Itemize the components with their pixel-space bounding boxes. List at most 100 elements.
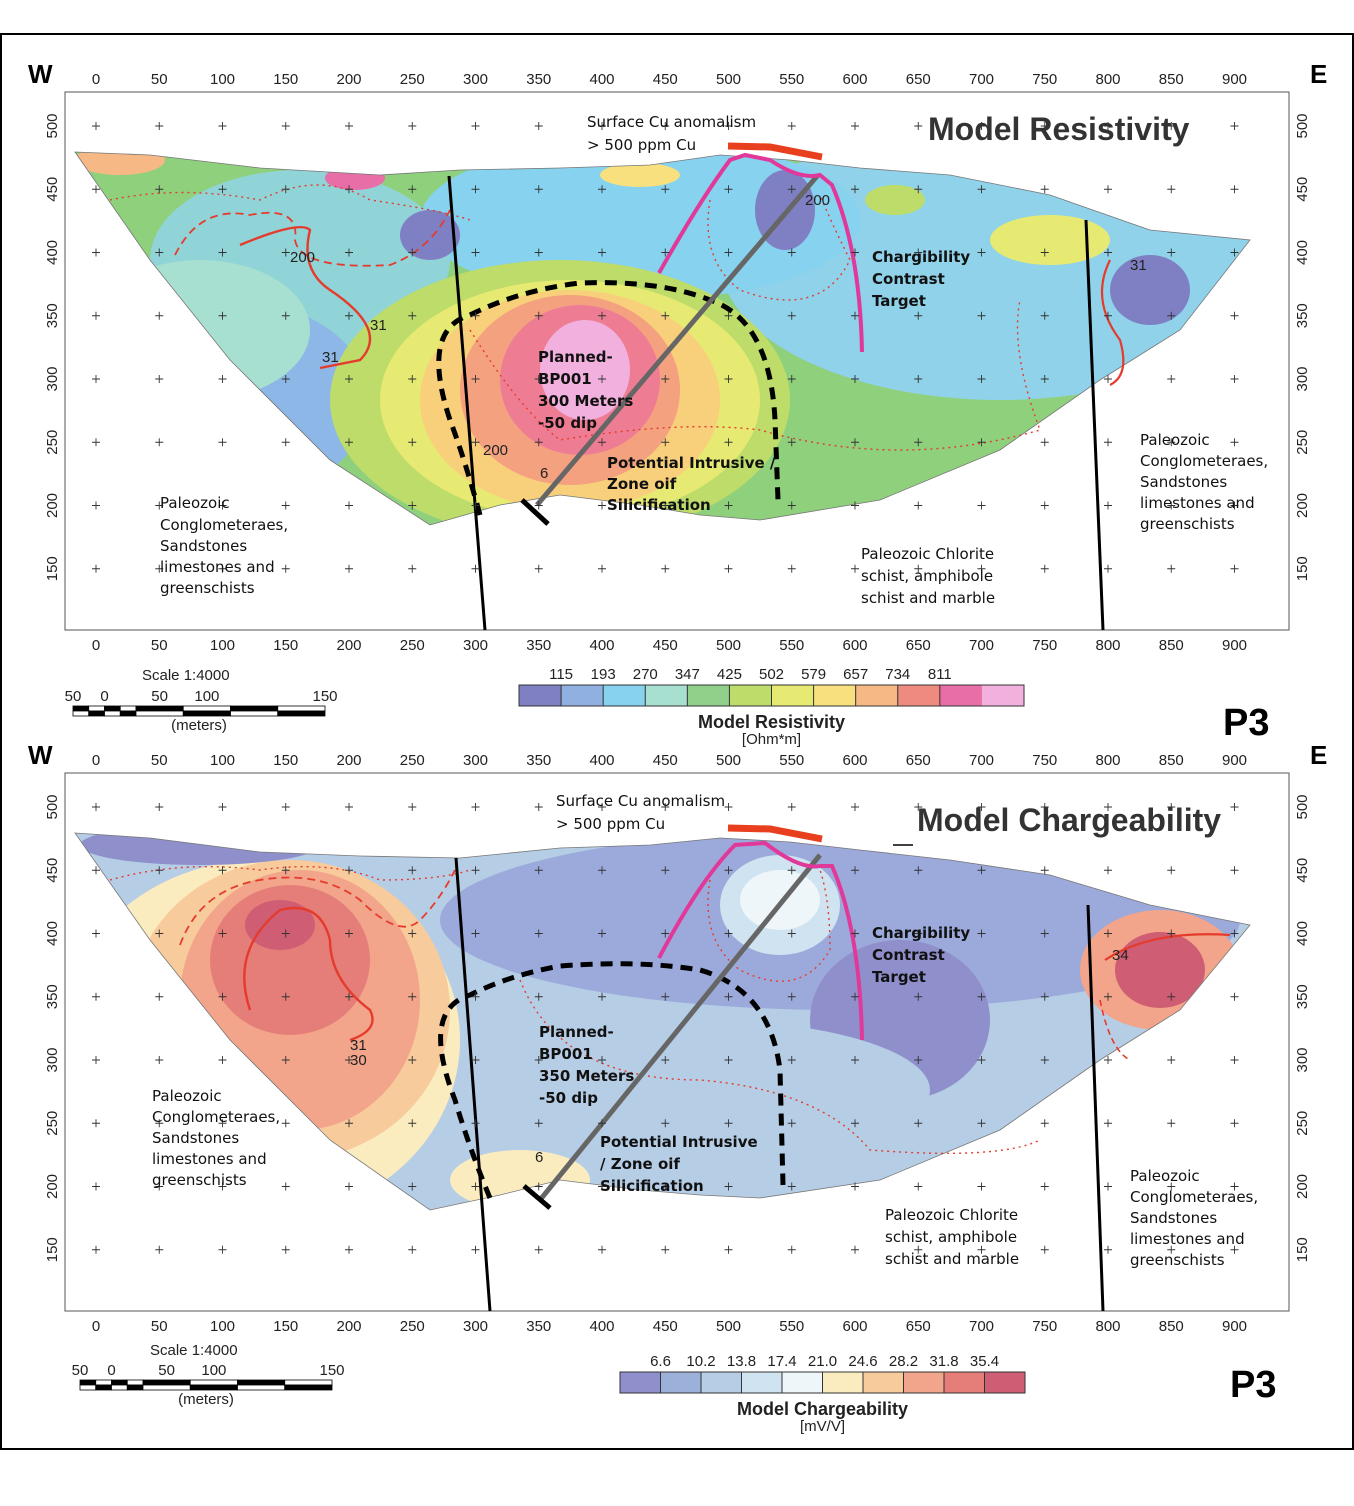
- east-geology-label: greenschists: [1140, 515, 1235, 533]
- west-geology-label: Paleozoic: [160, 494, 230, 512]
- grid-cross: [598, 311, 606, 320]
- grid-cross: [471, 1119, 480, 1128]
- grid-cross: [661, 311, 670, 320]
- grid-cross: [977, 803, 986, 811]
- grid-cross: [92, 311, 100, 320]
- grid-cross: [724, 185, 733, 194]
- grid-cross: [787, 866, 796, 875]
- x-tick-label: 700: [969, 71, 994, 88]
- scale-unit: (meters): [178, 1391, 234, 1408]
- scale-tick: 50: [158, 1362, 175, 1379]
- y-tick-label: 200: [1294, 1174, 1311, 1199]
- grid-cross: [92, 122, 100, 130]
- x-tick-label: 400: [589, 637, 614, 654]
- surface-anomaly-label: Surface Cu anomalism: [556, 792, 725, 810]
- colorbar-swatch: [897, 685, 941, 706]
- surface-anomaly-label: > 500 ppm Cu: [556, 815, 665, 833]
- x-tick-label: 100: [210, 1318, 235, 1335]
- grid-cross: [1104, 564, 1112, 573]
- grid-cross: [724, 375, 733, 383]
- contour-label: 31: [350, 1037, 367, 1054]
- colorbar-tick: 6.6: [650, 1353, 671, 1370]
- grid-cross: [534, 248, 543, 257]
- scale-segment: [277, 705, 326, 712]
- x-tick-label: 350: [526, 752, 551, 769]
- x-tick-label: 600: [842, 752, 867, 769]
- panel-title: Model Chargeability: [917, 802, 1221, 838]
- colorbar-tick: 270: [633, 666, 658, 683]
- y-tick-label: 450: [44, 177, 61, 202]
- east-label: E: [1310, 59, 1327, 89]
- scale-segment: [72, 710, 90, 717]
- grid-cross: [92, 929, 100, 938]
- grid-cross: [787, 1056, 796, 1064]
- grid-cross: [851, 501, 859, 510]
- x-tick-label: 250: [400, 1318, 425, 1335]
- x-tick-label: 450: [653, 71, 678, 88]
- grid-cross: [155, 248, 164, 257]
- grid-cross: [724, 1119, 733, 1128]
- grid-cross: [787, 501, 796, 510]
- grid-cross: [598, 564, 606, 573]
- grid-cross: [661, 1056, 670, 1064]
- grid-cross: [218, 866, 227, 875]
- grid-cross: [345, 1119, 353, 1128]
- grid-cross: [598, 1119, 606, 1128]
- grid-cross: [598, 185, 606, 194]
- grid-cross: [787, 803, 796, 811]
- grid-cross: [598, 1182, 606, 1191]
- grid-cross: [1040, 929, 1049, 938]
- grid-cross: [851, 1056, 859, 1064]
- grid-cross: [914, 992, 923, 1001]
- grid-cross: [218, 1119, 227, 1128]
- grid-cross: [787, 311, 796, 320]
- target-label: Chargibility: [872, 248, 970, 266]
- grid-cross: [1230, 929, 1239, 938]
- grid-cross: [1104, 1056, 1112, 1064]
- scale-segment: [142, 1384, 191, 1391]
- scale-segment: [95, 1379, 112, 1386]
- x-tick-label: 50: [151, 71, 168, 88]
- grid-cross: [977, 1119, 986, 1128]
- grid-cross: [914, 1182, 923, 1191]
- grid-cross: [851, 438, 859, 447]
- grid-cross: [1230, 501, 1239, 510]
- intrusive-label: Potential Intrusive: [600, 1133, 758, 1151]
- x-tick-label: 450: [653, 752, 678, 769]
- y-tick-label: 300: [44, 366, 61, 391]
- colorbar-tick: 425: [717, 666, 742, 683]
- y-tick-label: 250: [1294, 1111, 1311, 1136]
- scale-tick: 0: [100, 688, 108, 705]
- grid-cross: [218, 1245, 227, 1254]
- colorbar-tick: 21.0: [808, 1353, 837, 1370]
- x-tick-label: 500: [716, 71, 741, 88]
- x-tick-label: 450: [653, 637, 678, 654]
- central-geology-label: Paleozoic Chlorite: [861, 545, 994, 563]
- west-geology-label: Sandstones: [160, 537, 247, 555]
- grid-cross: [155, 564, 164, 573]
- x-tick-label: 750: [1032, 71, 1057, 88]
- grid-cross: [471, 803, 480, 811]
- planned-hole-label: 350 Meters: [539, 1067, 634, 1085]
- x-tick-label: 800: [1095, 637, 1120, 654]
- grid-cross: [1167, 1119, 1176, 1128]
- grid-cross: [345, 803, 353, 811]
- x-tick-label: 650: [906, 1318, 931, 1335]
- grid-cross: [724, 501, 733, 510]
- grid-cross: [1167, 564, 1176, 573]
- target-label: Contrast: [872, 270, 945, 288]
- x-tick-label: 750: [1032, 637, 1057, 654]
- grid-cross: [914, 185, 923, 194]
- west-geology-label: limestones and: [152, 1150, 267, 1168]
- grid-cross: [155, 929, 164, 938]
- scale-segment: [182, 705, 231, 712]
- grid-cross: [155, 866, 164, 875]
- y-tick-label: 350: [1294, 303, 1311, 328]
- central-geology-label: schist, amphibole: [885, 1228, 1017, 1246]
- grid-cross: [534, 438, 543, 447]
- grid-cross: [914, 248, 923, 257]
- grid-cross: [408, 992, 417, 1001]
- grid-cross: [661, 122, 670, 130]
- chargeability-panel: [64, 772, 1290, 1312]
- scale-segment: [189, 1384, 238, 1391]
